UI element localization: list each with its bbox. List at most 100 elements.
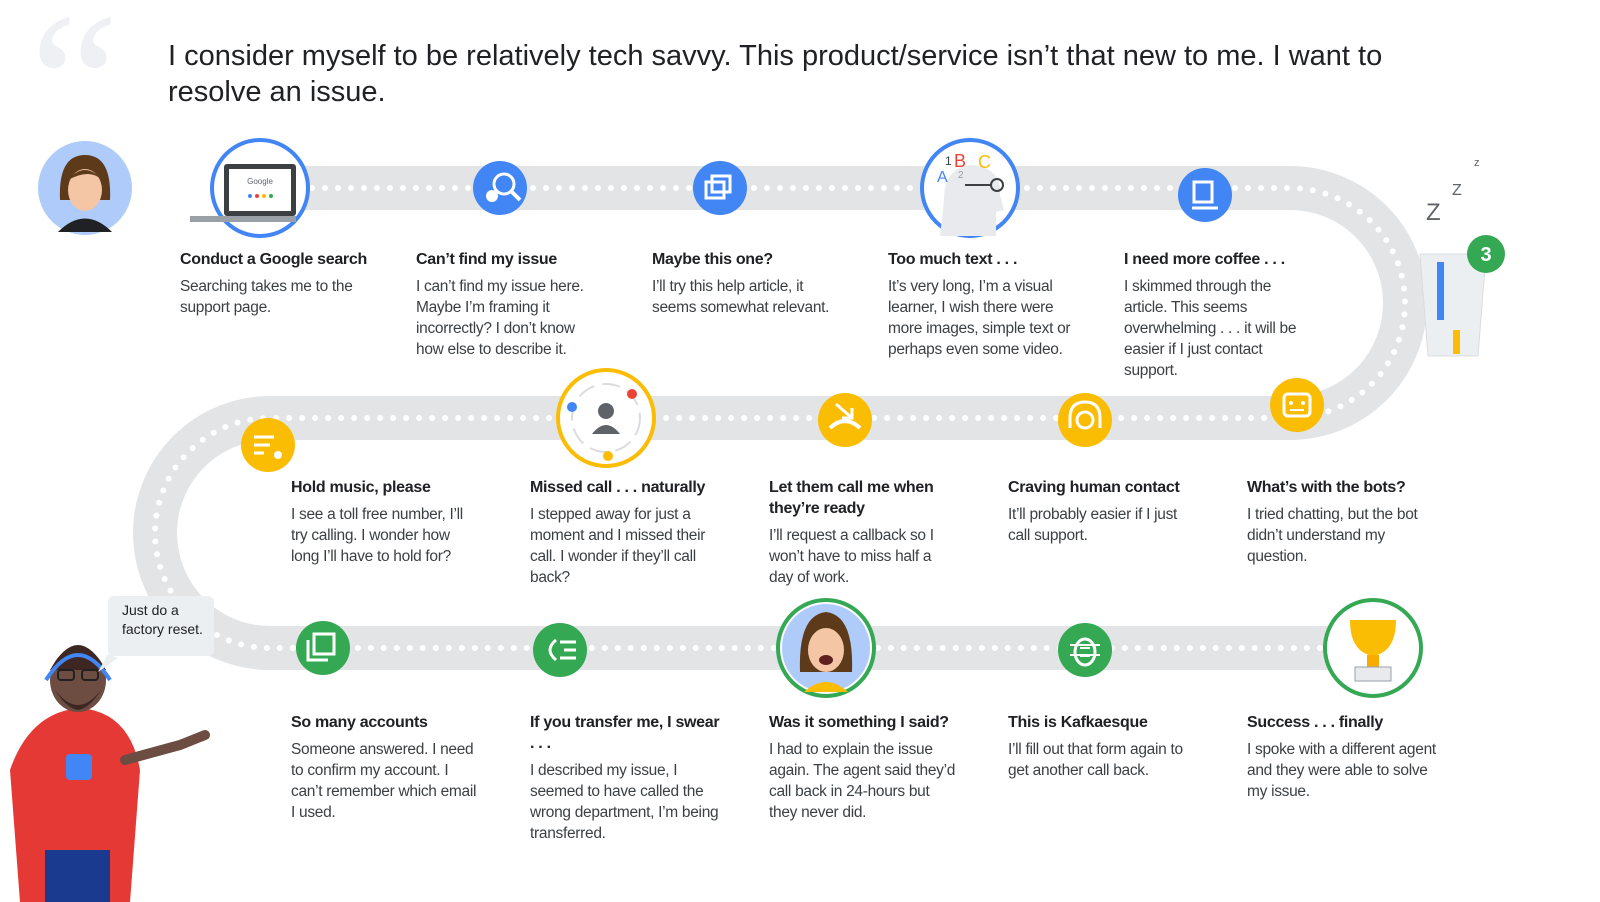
quote: I consider myself to be relatively tech … (168, 40, 1383, 108)
trophy-base (1354, 666, 1392, 682)
icon-glyph (254, 435, 274, 455)
sleep-z: Z (1426, 199, 1441, 226)
step-title: I need more coffee . . . (1124, 251, 1285, 268)
step-text: I stepped away for just a moment and I m… (530, 506, 706, 586)
icon-glyph (312, 632, 336, 656)
icon-glyph (835, 402, 854, 420)
hair (50, 645, 106, 670)
step-text: I spoke with a different agent and they … (1247, 741, 1436, 800)
icon-glyph (1073, 637, 1097, 667)
step: Conduct a Google search Searching takes m… (180, 249, 370, 318)
trophy (1367, 655, 1379, 667)
icon-glyph (1070, 644, 1100, 657)
icon-transfer (533, 623, 587, 677)
person (592, 425, 620, 434)
step-text: It’s very long, I’m a visual learner, I … (888, 278, 1071, 358)
icon-glyph (274, 451, 282, 459)
trophy (1350, 620, 1396, 656)
step-text: I’ll try this help article, it seems som… (652, 278, 830, 316)
icon-accounts (296, 621, 350, 675)
agent (10, 645, 210, 902)
badge-text: 3 (1480, 244, 1491, 266)
step-text: I had to explain the issue again. The ag… (769, 741, 956, 821)
step-title: Can’t find my issue (416, 251, 557, 268)
avatar (38, 141, 132, 235)
cup-level (1437, 262, 1444, 320)
letter: C (978, 152, 991, 172)
laptop-text: Google (247, 177, 273, 186)
step-title: So many accounts (291, 714, 428, 731)
head (940, 165, 1004, 236)
icon-glyph (492, 172, 516, 196)
person (598, 403, 614, 419)
badge (1467, 235, 1505, 273)
step: Success . . . finally I spoke with a diff… (1247, 712, 1437, 802)
step-title: Hold music, please (291, 479, 431, 496)
step-title: This is Kafkaesque (1008, 714, 1148, 731)
letter: A (937, 169, 948, 186)
step-title: Let them call me when they’re ready (769, 479, 934, 517)
cup-level (1453, 330, 1460, 354)
jeans (45, 850, 110, 902)
step-text: Someone answered. I need to confirm my a… (291, 741, 477, 821)
icon-glyph (510, 190, 522, 202)
step-title: Craving human contact (1008, 479, 1180, 496)
letter: 1 (945, 154, 952, 168)
icon-coffee (1178, 168, 1232, 222)
beard (55, 690, 101, 710)
step-text: I skimmed through the article. This seem… (1124, 278, 1297, 379)
step-text: I see a toll free number, I’ll try calli… (291, 506, 463, 565)
step: Hold music, please I see a toll free numb… (291, 477, 481, 567)
step: If you transfer me, I swear . . . I descr… (530, 712, 720, 844)
step: Missed call . . . naturally I stepped awa… (530, 477, 720, 588)
step-title: Missed call . . . naturally (530, 479, 706, 496)
step-icons: Google 1 B C A 2 (190, 138, 1423, 698)
step-text: It’ll probably easier if I just call sup… (1008, 506, 1178, 544)
step: Can’t find my issue I can’t find my issue… (416, 249, 606, 360)
icon-glyph (1301, 401, 1305, 405)
icon-glyph (306, 640, 328, 662)
icon-bot (1270, 378, 1324, 432)
step: Was it something I said? I had to explain… (769, 712, 959, 823)
icon-glyph (1192, 180, 1214, 204)
step-title: Conduct a Google search (180, 251, 367, 268)
step-text: Searching takes me to the support page. (180, 278, 353, 316)
glasses (81, 669, 99, 681)
laptop-base (190, 216, 296, 222)
step: What’s with the bots? I tried chatting, b… (1247, 477, 1437, 567)
step: I need more coffee . . . I skimmed throug… (1124, 249, 1314, 381)
step: So many accounts Someone answered. I need… (291, 712, 481, 823)
speech-bubble: Just do a factory reset. (108, 596, 214, 656)
icon-glyph (486, 190, 498, 202)
icon-bug (1058, 623, 1112, 677)
step: This is Kafkaesque I’ll fill out that for… (1008, 712, 1198, 781)
step-title: Too much text . . . (888, 251, 1018, 268)
sleep-z: Z (1452, 182, 1462, 199)
icon-glyph (1289, 401, 1293, 405)
icon-glyph (710, 174, 732, 194)
icon-glyph (828, 419, 862, 430)
letter: B (954, 151, 966, 171)
laptop-screen (229, 169, 291, 211)
step: Craving human contact It’ll probably easi… (1008, 477, 1198, 546)
arm (120, 730, 210, 765)
face (808, 628, 844, 672)
step-text: I described my issue, I seemed to have c… (530, 762, 719, 842)
step-title: What’s with the bots? (1247, 479, 1406, 496)
step-text: I’ll fill out that form again to get ano… (1008, 741, 1183, 779)
sleep-z: z (1474, 157, 1480, 169)
letter: 2 (958, 170, 964, 181)
step-title: Was it something I said? (769, 714, 949, 731)
step-title: Maybe this one? (652, 251, 773, 268)
dot (567, 402, 577, 412)
laptop-dots (248, 194, 273, 198)
dot (627, 389, 637, 399)
step-text: I tried chatting, but the bot didn’t und… (1247, 506, 1418, 565)
dot (603, 451, 613, 461)
step: Let them call me when they’re ready I’ll … (769, 477, 959, 588)
icon-glyph (548, 638, 576, 662)
step-title: If you transfer me, I swear . . . (530, 714, 720, 752)
step: Too much text . . . It’s very long, I’m a… (888, 249, 1078, 360)
icon-article (693, 161, 747, 215)
